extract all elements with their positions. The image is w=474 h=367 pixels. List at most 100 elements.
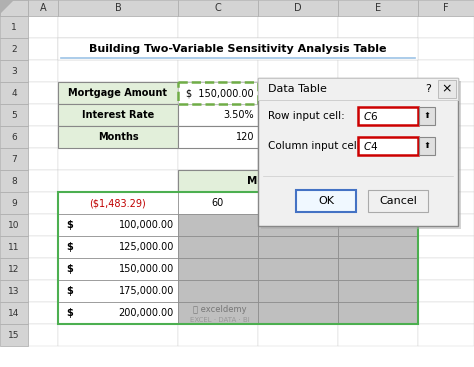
- Bar: [338, 324, 418, 346]
- Bar: [58, 38, 178, 60]
- Bar: [58, 302, 178, 324]
- Bar: [338, 38, 418, 60]
- Bar: [28, 60, 58, 82]
- Bar: [58, 82, 178, 104]
- Bar: [258, 258, 338, 280]
- Text: 8: 8: [11, 177, 17, 185]
- Bar: [28, 0, 58, 16]
- Text: 15: 15: [8, 331, 20, 339]
- Text: 11: 11: [8, 243, 20, 251]
- Bar: [58, 236, 178, 258]
- Text: 3: 3: [11, 66, 17, 76]
- Bar: [178, 0, 258, 16]
- Text: 180: 180: [369, 198, 387, 208]
- Bar: [418, 38, 474, 60]
- Text: ($1,483.29): ($1,483.29): [90, 198, 146, 208]
- Bar: [338, 258, 418, 280]
- Bar: [338, 0, 418, 16]
- Bar: [338, 170, 418, 192]
- Bar: [358, 137, 418, 155]
- Text: 5: 5: [11, 110, 17, 120]
- Bar: [58, 324, 178, 346]
- Bar: [178, 258, 258, 280]
- Bar: [178, 258, 258, 280]
- Bar: [0, 60, 28, 82]
- Bar: [338, 148, 418, 170]
- Bar: [178, 170, 258, 192]
- Text: $C$6: $C$6: [363, 110, 378, 122]
- Bar: [178, 126, 258, 148]
- Bar: [338, 258, 418, 280]
- Bar: [58, 214, 178, 236]
- Bar: [178, 214, 258, 236]
- Bar: [418, 82, 474, 104]
- Text: $  150,000.00: $ 150,000.00: [186, 88, 254, 98]
- Bar: [0, 302, 28, 324]
- Text: 120: 120: [289, 198, 307, 208]
- Text: Cancel: Cancel: [379, 196, 417, 206]
- Bar: [28, 104, 58, 126]
- Text: 125,000.00: 125,000.00: [118, 242, 174, 252]
- Bar: [338, 104, 418, 126]
- Bar: [178, 280, 258, 302]
- Bar: [438, 80, 456, 98]
- Text: ?: ?: [425, 84, 431, 94]
- Bar: [178, 148, 258, 170]
- Bar: [28, 192, 58, 214]
- Bar: [258, 148, 338, 170]
- Bar: [58, 302, 178, 324]
- Bar: [178, 126, 258, 148]
- Bar: [338, 280, 418, 302]
- Bar: [178, 236, 258, 258]
- Bar: [0, 0, 28, 16]
- Text: Row input cell:: Row input cell:: [268, 111, 345, 121]
- Bar: [258, 236, 338, 258]
- Bar: [178, 302, 258, 324]
- Bar: [178, 104, 258, 126]
- Bar: [258, 302, 338, 324]
- Bar: [178, 104, 258, 126]
- Text: 2: 2: [11, 44, 17, 54]
- Bar: [0, 38, 28, 60]
- Text: 150,000.00: 150,000.00: [119, 264, 174, 274]
- Bar: [0, 0, 28, 16]
- Bar: [418, 236, 474, 258]
- Text: $C$4: $C$4: [363, 140, 378, 152]
- Bar: [258, 60, 338, 82]
- Bar: [28, 324, 58, 346]
- Text: 60: 60: [212, 198, 224, 208]
- Bar: [178, 192, 258, 214]
- Bar: [338, 192, 418, 214]
- Text: 200,000.00: 200,000.00: [119, 308, 174, 318]
- Text: Building Two-Variable Sensitivity Analysis Table: Building Two-Variable Sensitivity Analys…: [89, 44, 387, 54]
- Bar: [0, 236, 28, 258]
- Bar: [358, 107, 418, 125]
- Text: F: F: [443, 3, 449, 13]
- Bar: [338, 302, 418, 324]
- Bar: [0, 214, 28, 236]
- Bar: [58, 280, 178, 302]
- Bar: [258, 78, 458, 226]
- Text: 175,000.00: 175,000.00: [118, 286, 174, 296]
- Text: ×: ×: [442, 83, 452, 95]
- Bar: [178, 192, 258, 214]
- Text: 120: 120: [236, 132, 254, 142]
- Bar: [368, 190, 428, 212]
- Bar: [338, 82, 418, 104]
- Bar: [338, 126, 418, 148]
- Bar: [28, 302, 58, 324]
- Text: 100,000.00: 100,000.00: [119, 220, 174, 230]
- Bar: [338, 214, 418, 236]
- Bar: [28, 258, 58, 280]
- Text: 12: 12: [9, 265, 20, 273]
- Bar: [58, 82, 178, 104]
- Bar: [0, 126, 28, 148]
- Bar: [338, 16, 418, 38]
- Bar: [419, 137, 435, 155]
- Text: 10: 10: [8, 221, 20, 229]
- Bar: [0, 170, 28, 192]
- Text: Interest Rate: Interest Rate: [82, 110, 154, 120]
- Bar: [258, 82, 338, 104]
- Bar: [258, 192, 338, 214]
- Bar: [28, 170, 58, 192]
